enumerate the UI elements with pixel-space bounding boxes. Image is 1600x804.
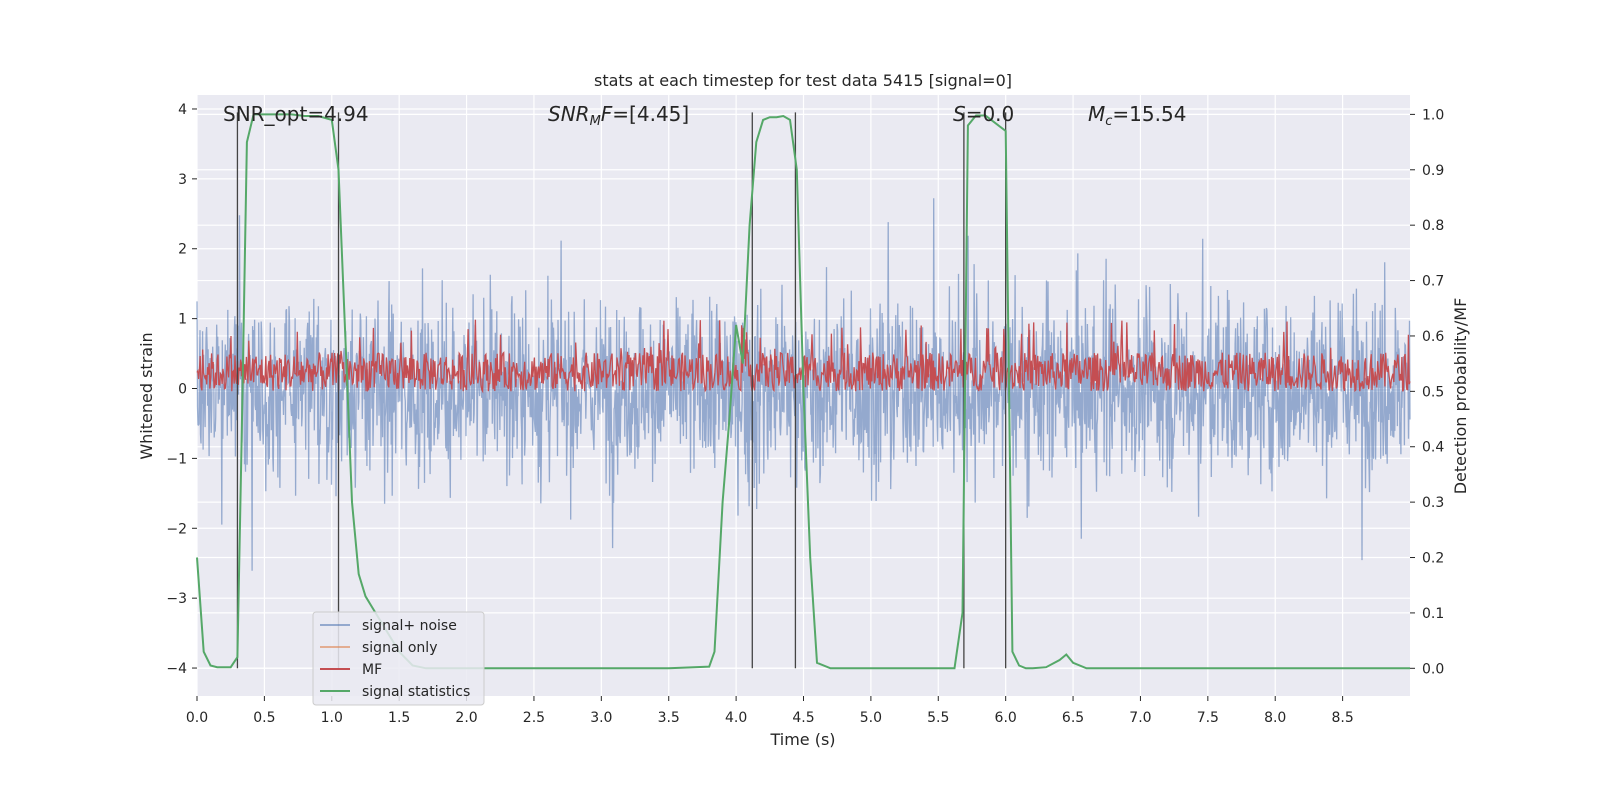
x-tick-label-8: 4.0 xyxy=(725,710,747,726)
x-tick-label-16: 8.0 xyxy=(1264,710,1286,726)
y-right-tick-label-8: 0.2 xyxy=(1422,551,1444,567)
x-tick-label-1: 0.5 xyxy=(253,710,275,726)
annotation-mc-sub: c xyxy=(1105,114,1112,129)
y-left-axis-label: Whitened strain xyxy=(137,332,156,459)
y-left-tick-label-2: 2 xyxy=(178,242,187,258)
x-tick-label-0: 0.0 xyxy=(186,710,208,726)
x-axis-label: Time (s) xyxy=(769,730,835,749)
y-left-tick-label-7: −3 xyxy=(166,591,187,607)
x-tick-label-5: 2.5 xyxy=(523,710,545,726)
y-right-tick-label-4: 0.6 xyxy=(1422,329,1444,345)
legend-label-signal-statistics: signal statistics xyxy=(362,684,470,700)
x-tick-label-14: 7.0 xyxy=(1129,710,1151,726)
annotation-s-value: =0.0 xyxy=(966,102,1015,126)
legend-box xyxy=(312,611,485,706)
x-tick-label-9: 4.5 xyxy=(792,710,814,726)
x-tick-label-17: 8.5 xyxy=(1331,710,1353,726)
y-left-tick-label-4: 0 xyxy=(178,382,187,398)
y-left-tick-label-0: 4 xyxy=(178,102,187,118)
annotation-mc: Mc=15.54 xyxy=(1088,102,1186,129)
signal-statistics-line xyxy=(196,113,1410,670)
y-left-tick-label-6: −2 xyxy=(166,521,187,537)
x-tick-label-12: 6.0 xyxy=(995,710,1017,726)
x-tick-label-6: 3.0 xyxy=(590,710,612,726)
x-tick-label-4: 2.0 xyxy=(455,710,477,726)
x-tick-label-10: 5.0 xyxy=(860,710,882,726)
annotation-snr-mf-sub: M xyxy=(590,114,601,129)
annotation-s-label: S xyxy=(953,102,966,126)
y-right-tick-label-10: 0.0 xyxy=(1422,661,1444,677)
legend-label-signal-noise: signal+ noise xyxy=(362,618,457,634)
y-left-axis-ticks: 4 3 2 1 0 −1 −2 −3 −4 xyxy=(166,102,197,677)
y-left-tick-label-5: −1 xyxy=(166,451,187,467)
x-tick-label-3: 1.5 xyxy=(388,710,410,726)
y-right-tick-label-2: 0.8 xyxy=(1422,218,1444,234)
annotation-snr-mf-mid: F xyxy=(601,102,613,126)
y-right-tick-label-1: 0.9 xyxy=(1422,163,1444,179)
y-right-axis-ticks: 1.0 0.9 0.8 0.7 0.6 0.5 0.4 0.3 0.2 0.1 0.0 xyxy=(1410,107,1444,677)
y-right-tick-label-6: 0.4 xyxy=(1422,440,1444,456)
y-right-axis-label: Detection probability/MF xyxy=(1451,298,1470,495)
y-left-tick-label-8: −4 xyxy=(166,661,187,677)
annotation-snr-mf-label: SNR xyxy=(548,102,590,126)
x-tick-label-2: 1.0 xyxy=(321,710,343,726)
y-right-tick-label-9: 0.1 xyxy=(1422,606,1444,622)
chart-title: stats at each timestep for test data 541… xyxy=(594,71,1012,90)
legend-label-mf: MF xyxy=(362,662,382,678)
series-signal-statistics xyxy=(196,113,1410,670)
x-tick-label-7: 3.5 xyxy=(658,710,680,726)
annotation-mc-label: M xyxy=(1088,102,1105,126)
x-tick-label-13: 6.5 xyxy=(1062,710,1084,726)
y-left-tick-label-1: 3 xyxy=(178,172,187,188)
legend-label-signal-only: signal only xyxy=(362,640,437,656)
y-right-tick-label-5: 0.5 xyxy=(1422,384,1444,400)
annotation-snr-opt: SNR_opt=4.94 xyxy=(223,102,369,126)
x-tick-label-11: 5.5 xyxy=(927,710,949,726)
y-right-tick-label-7: 0.3 xyxy=(1422,495,1444,511)
annotation-s: S=0.0 xyxy=(953,102,1014,126)
annotation-mc-value: =15.54 xyxy=(1112,102,1186,126)
y-right-tick-label-3: 0.7 xyxy=(1422,274,1444,290)
annotation-snr-mf-value: =[4.45] xyxy=(612,102,689,126)
y-left-tick-label-3: 1 xyxy=(178,312,187,328)
y-right-tick-label-0: 1.0 xyxy=(1422,107,1444,123)
x-axis-ticks: 0.0 0.5 1.0 1.5 2.0 2.5 3.0 3.5 4.0 4.5 5.0 5.5 6.0 6… xyxy=(186,696,1354,726)
annotation-snr-mf: SNRMF=[4.45] xyxy=(548,102,689,129)
legend: signal+ noise signal only MF signal stat… xyxy=(312,611,485,706)
x-tick-label-15: 7.5 xyxy=(1197,710,1219,726)
